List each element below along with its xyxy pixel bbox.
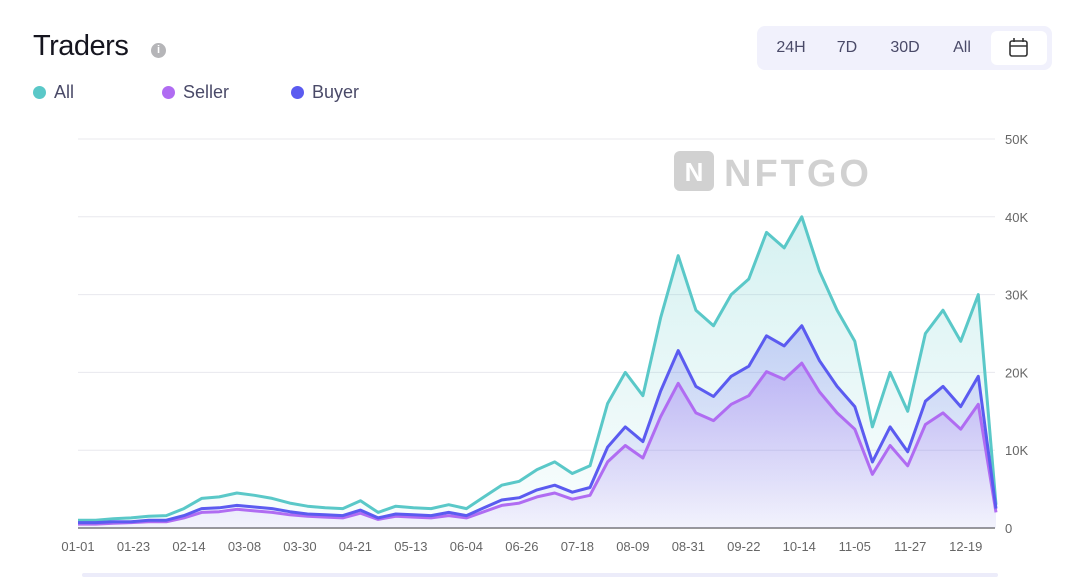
x-tick-label: 08-09: [616, 539, 649, 554]
x-tick-label: 06-26: [505, 539, 538, 554]
y-tick-label: 30K: [1005, 288, 1028, 303]
legend-item-all[interactable]: All: [33, 82, 74, 103]
x-tick-label: 03-08: [228, 539, 261, 554]
x-tick-label: 06-04: [450, 539, 483, 554]
x-tick-label: 02-14: [172, 539, 205, 554]
x-tick-label: 09-22: [727, 539, 760, 554]
area-buyer: [78, 325, 996, 528]
x-tick-label: 04-21: [339, 539, 372, 554]
x-tick-label: 10-14: [783, 539, 816, 554]
x-tick-label: 11-27: [894, 539, 926, 554]
page-title: Traders: [33, 30, 129, 62]
svg-text:NFTGO: NFTGO: [724, 153, 872, 195]
y-tick-label: 50K: [1005, 132, 1028, 147]
x-tick-label: 03-30: [283, 539, 316, 554]
range-30d-button[interactable]: 30D: [890, 39, 920, 56]
info-icon[interactable]: i: [151, 43, 166, 58]
legend-label: All: [54, 82, 75, 102]
watermark-logo: N NFTGO: [674, 151, 872, 195]
x-tick-label: 11-05: [839, 539, 871, 554]
series-line-all: [78, 215, 998, 522]
y-tick-label: 20K: [1005, 365, 1028, 380]
legend-dot-seller: [162, 86, 175, 99]
legend-label: Buyer: [312, 82, 360, 102]
x-tick-label: 08-31: [672, 539, 705, 554]
x-tick-label: 01-23: [117, 539, 150, 554]
legend-dot-buyer: [291, 86, 304, 99]
x-tick-label: 07-18: [561, 539, 594, 554]
calendar-icon: [1009, 38, 1028, 57]
y-tick-label: 10K: [1005, 443, 1028, 458]
chart-range-scrollbar[interactable]: [82, 573, 998, 577]
y-tick-label: 40K: [1005, 210, 1028, 225]
legend-dot-all: [33, 86, 46, 99]
legend-item-seller[interactable]: Seller: [162, 82, 229, 103]
x-tick-label: 01-01: [61, 539, 94, 554]
legend-label: Seller: [183, 82, 230, 102]
time-range-selector: 24H 7D 30D All: [757, 26, 1052, 70]
legend-item-buyer[interactable]: Buyer: [291, 82, 359, 103]
range-24h-button[interactable]: 24H: [776, 39, 806, 56]
y-tick-label: 0: [1005, 521, 1012, 536]
range-7d-button[interactable]: 7D: [836, 39, 858, 56]
series-line-buyer: [78, 324, 998, 525]
x-tick-label: 12-19: [949, 539, 982, 554]
calendar-button[interactable]: [991, 31, 1047, 65]
x-tick-label: 05-13: [394, 539, 427, 554]
range-all-button[interactable]: All: [953, 39, 971, 56]
svg-text:N: N: [685, 157, 704, 187]
series-line-seller: [78, 361, 998, 526]
